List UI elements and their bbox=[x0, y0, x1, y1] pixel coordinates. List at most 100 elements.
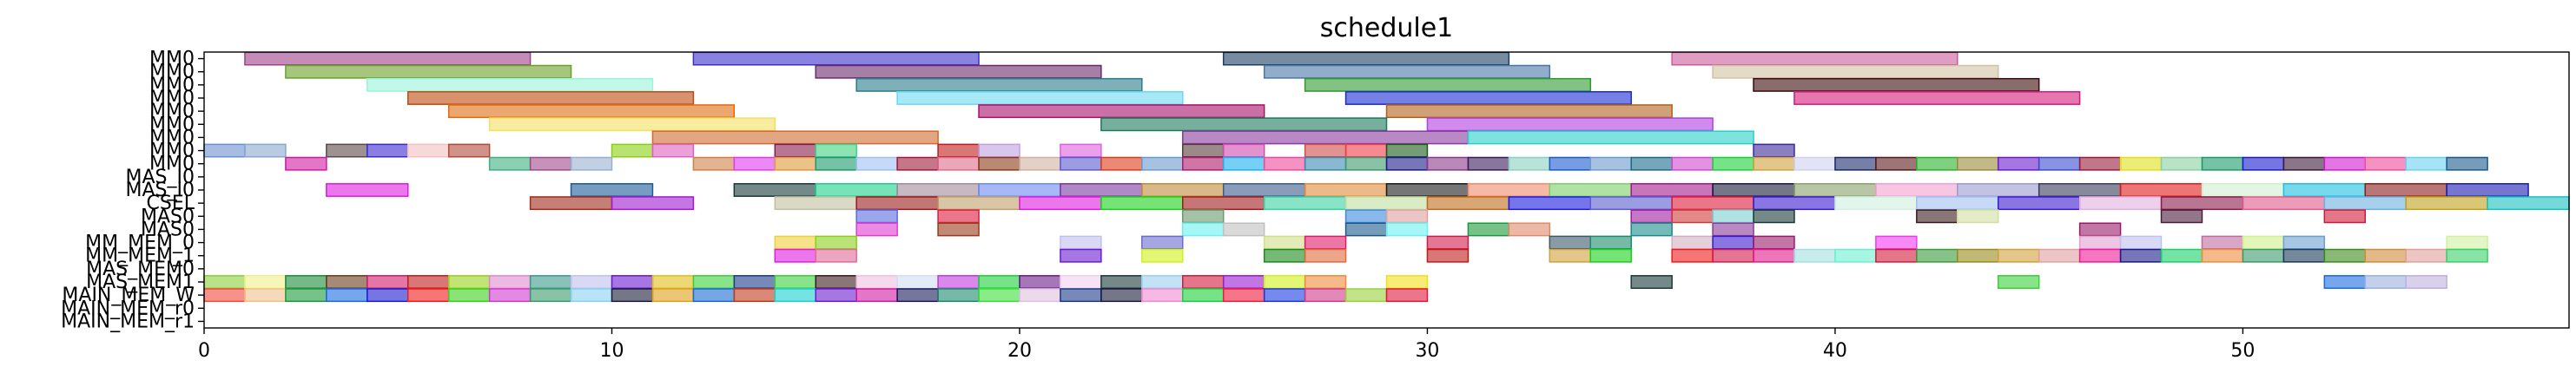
task-bar bbox=[488, 288, 532, 303]
task-bar bbox=[1467, 156, 1510, 171]
task-bar bbox=[2323, 196, 2407, 211]
task-bar bbox=[1997, 156, 2040, 171]
task-bar bbox=[1549, 183, 1632, 197]
task-bar bbox=[1630, 275, 1673, 289]
task-bar bbox=[570, 183, 654, 197]
task-bar bbox=[1875, 183, 1958, 197]
task-bar bbox=[1141, 156, 1184, 171]
task-bar bbox=[1222, 51, 1510, 66]
task-bar bbox=[2323, 209, 2367, 224]
task-bar bbox=[203, 288, 246, 303]
task-bar bbox=[815, 64, 1102, 79]
task-bar bbox=[2038, 248, 2081, 263]
y-tick-label: MM0 bbox=[149, 141, 195, 162]
task-bar bbox=[1344, 196, 1429, 211]
task-bar bbox=[1060, 183, 1143, 197]
task-bar bbox=[1060, 288, 1102, 303]
task-bar bbox=[244, 288, 287, 303]
task-bar bbox=[1344, 222, 1388, 237]
task-bar bbox=[1508, 196, 1591, 211]
task-bar bbox=[1630, 156, 1673, 171]
task-bar bbox=[1712, 64, 1999, 79]
task-bar bbox=[1712, 248, 1754, 263]
task-bar bbox=[2038, 183, 2122, 197]
task-bar bbox=[2446, 183, 2529, 197]
task-bar bbox=[2160, 248, 2203, 263]
task-bar bbox=[1263, 156, 1306, 171]
task-bar bbox=[611, 196, 695, 211]
task-bar bbox=[2119, 183, 2203, 197]
task-bar bbox=[1671, 51, 1958, 66]
task-bar bbox=[1385, 156, 1429, 171]
task-bar bbox=[1426, 196, 1510, 211]
task-bar bbox=[1141, 235, 1184, 250]
task-bar bbox=[1834, 196, 1918, 211]
task-bar bbox=[1263, 64, 1551, 79]
x-tick-label: 0 bbox=[198, 340, 210, 362]
task-bar bbox=[2323, 156, 2367, 171]
task-bar bbox=[1100, 196, 1184, 211]
task-bar bbox=[896, 156, 939, 171]
task-bar bbox=[1385, 275, 1429, 289]
task-bar bbox=[937, 222, 980, 237]
task-bar bbox=[1426, 156, 1470, 171]
task-bar bbox=[1753, 156, 1795, 171]
task-bar bbox=[1344, 288, 1388, 303]
task-bar bbox=[1426, 117, 1714, 132]
y-tick-label: MAS0 bbox=[141, 206, 195, 227]
task-bar bbox=[1263, 275, 1306, 289]
task-bar bbox=[1182, 143, 1225, 158]
task-bar bbox=[937, 288, 980, 303]
task-bar bbox=[2405, 156, 2447, 171]
task-bar bbox=[1793, 248, 1836, 263]
y-tick-label: MM0 bbox=[149, 88, 195, 109]
task-bar bbox=[1182, 130, 1470, 145]
task-bar bbox=[1060, 235, 1102, 250]
task-bar bbox=[1508, 222, 1551, 237]
task-bar bbox=[2078, 156, 2122, 171]
task-bar bbox=[1834, 248, 1877, 263]
task-bar bbox=[611, 143, 654, 158]
task-bar bbox=[937, 275, 980, 289]
y-tick-label: MAS_I0 bbox=[126, 167, 195, 188]
task-bar bbox=[651, 130, 939, 145]
task-bar bbox=[367, 275, 409, 289]
task-bar bbox=[2282, 248, 2326, 263]
task-bar bbox=[1712, 209, 1754, 224]
task-bar bbox=[2119, 156, 2163, 171]
task-bar bbox=[855, 77, 1143, 92]
y-tick-label: MAS_I0 bbox=[126, 180, 195, 201]
task-bar bbox=[1060, 248, 1102, 263]
task-bar bbox=[529, 288, 572, 303]
task-bar bbox=[774, 196, 857, 211]
y-tick-label: MM0 bbox=[149, 154, 195, 175]
task-bar bbox=[1753, 248, 1795, 263]
task-bar bbox=[406, 143, 450, 158]
task-bar bbox=[978, 275, 1020, 289]
task-bar bbox=[447, 104, 736, 119]
task-bar bbox=[1630, 209, 1673, 224]
chart-title: schedule1 bbox=[1320, 13, 1454, 43]
task-bar bbox=[1916, 196, 1999, 211]
task-bar bbox=[2364, 156, 2407, 171]
task-bar bbox=[1263, 288, 1306, 303]
task-bar bbox=[1630, 222, 1673, 237]
task-bar bbox=[488, 275, 532, 289]
task-bar bbox=[203, 275, 246, 289]
task-bar bbox=[1304, 77, 1591, 92]
task-bar bbox=[1875, 248, 1918, 263]
y-tick-label: MM_MEM_1 bbox=[85, 246, 195, 267]
task-bar bbox=[2038, 156, 2081, 171]
task-bar bbox=[488, 117, 776, 132]
task-bar bbox=[651, 275, 695, 289]
task-bar bbox=[285, 156, 327, 171]
task-bar bbox=[1182, 209, 1225, 224]
task-bar bbox=[2242, 156, 2285, 171]
task-bar bbox=[1182, 196, 1265, 211]
task-bar bbox=[1671, 235, 1714, 250]
task-bar bbox=[1589, 196, 1673, 211]
task-bar bbox=[1222, 183, 1306, 197]
task-bar bbox=[2364, 248, 2407, 263]
task-bar bbox=[1753, 196, 1836, 211]
